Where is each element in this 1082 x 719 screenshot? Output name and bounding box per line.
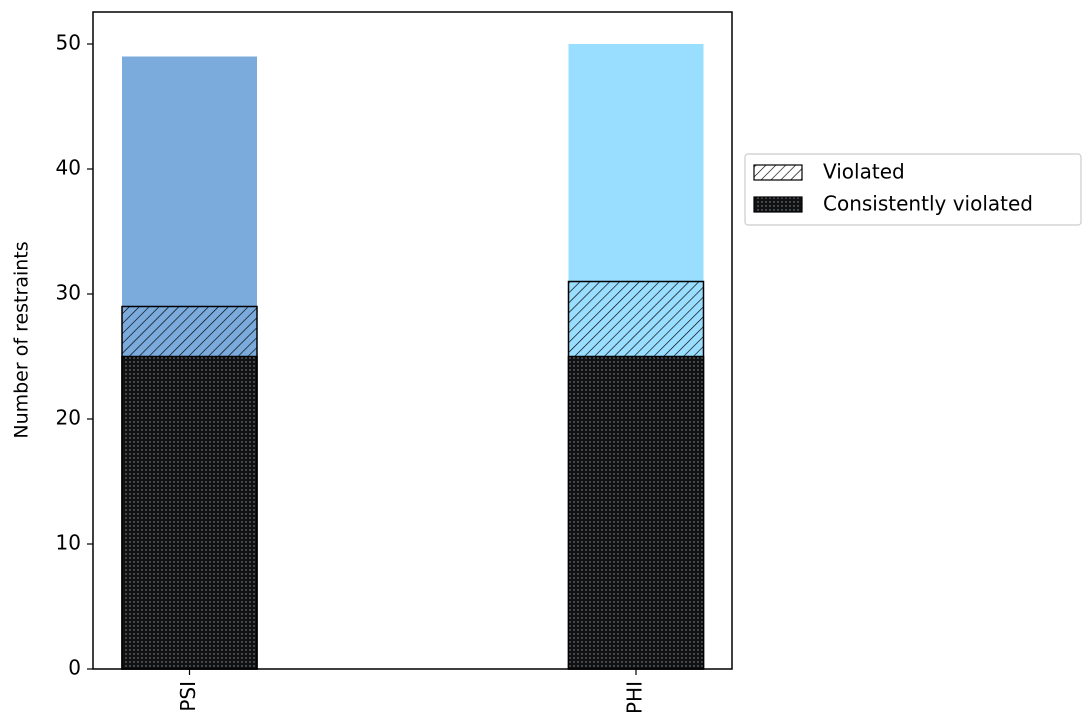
hatched-bar	[567, 355, 705, 670]
x-tick-label: PSI	[176, 681, 200, 712]
y-tick-label: 10	[56, 531, 81, 555]
legend-swatch	[753, 164, 803, 181]
plot-frame	[92, 11, 733, 670]
y-tick-label: 30	[56, 281, 81, 305]
legend-swatch	[753, 196, 803, 213]
legend-label: Violated	[823, 160, 905, 184]
legend-box	[744, 153, 1082, 226]
hatched-bar	[121, 355, 258, 670]
y-tick-label: 20	[56, 406, 81, 430]
y-axis-label: Number of restraints	[11, 241, 33, 438]
y-tick-label: 0	[68, 656, 81, 680]
y-tick-label: 40	[56, 156, 81, 180]
legend-label: Consistently violated	[823, 192, 1033, 216]
x-tick-label: PHI	[623, 681, 647, 714]
legend: Violated Consistently violated	[744, 153, 1082, 226]
y-tick-label: 50	[56, 31, 81, 55]
